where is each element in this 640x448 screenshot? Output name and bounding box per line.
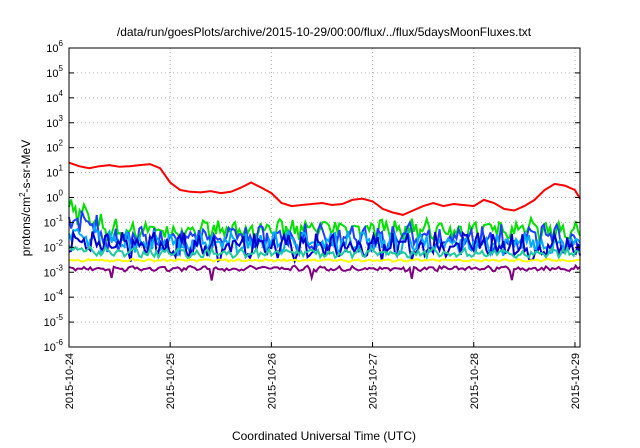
y-tick-label: 10-3	[44, 263, 64, 279]
series-line	[68, 210, 581, 258]
y-tick-label: 106	[46, 39, 63, 55]
y-tick-label: 103	[46, 114, 63, 130]
y-tick-label: 102	[46, 139, 63, 155]
x-tick-label: 2015-10-24	[64, 353, 76, 409]
x-tick-label: 2015-10-25	[165, 353, 177, 409]
y-axis-label-rest: -s-sr-MeV	[19, 140, 33, 193]
y-tick-label: 10-2	[44, 238, 64, 254]
series-line	[68, 263, 581, 282]
y-tick-label: 10-6	[44, 338, 64, 354]
y-tick-label: 10-5	[44, 313, 64, 329]
x-tick-label: 2015-10-29	[570, 353, 582, 409]
y-tick-label: 104	[46, 89, 63, 105]
y-axis-label-sup: 2	[18, 192, 27, 197]
y-axis: 10-6 10-5 10-4 10-3 10-2 10-1 100 101 102 103 104 1…	[44, 39, 580, 354]
series-line	[68, 199, 581, 245]
y-tick-label: 10-1	[44, 213, 64, 229]
y-tick-label: 101	[46, 164, 63, 180]
y-tick-label: 105	[46, 64, 63, 80]
x-tick-label: 2015-10-28	[469, 353, 481, 409]
x-axis: 2015-10-24 2015-10-25 2015-10-26 2015-10-27…	[64, 342, 582, 409]
y-axis-label: protons/cm2-s-sr-MeV	[18, 140, 33, 256]
series-group	[68, 161, 581, 282]
series-line	[68, 161, 581, 216]
x-axis-label: Coordinated Universal Time (UTC)	[232, 429, 416, 443]
y-axis-label-main: protons/cm	[19, 197, 33, 256]
grid	[69, 48, 580, 347]
x-tick-label: 2015-10-26	[266, 353, 278, 409]
series-line	[68, 257, 581, 264]
x-tick-label: 2015-10-27	[368, 353, 380, 409]
y-tick-label: 10-4	[44, 288, 64, 304]
chart-title: /data/run/goesPlots/archive/2015-10-29/0…	[117, 25, 532, 39]
y-tick-label: 100	[46, 189, 63, 205]
series-line	[68, 245, 581, 262]
